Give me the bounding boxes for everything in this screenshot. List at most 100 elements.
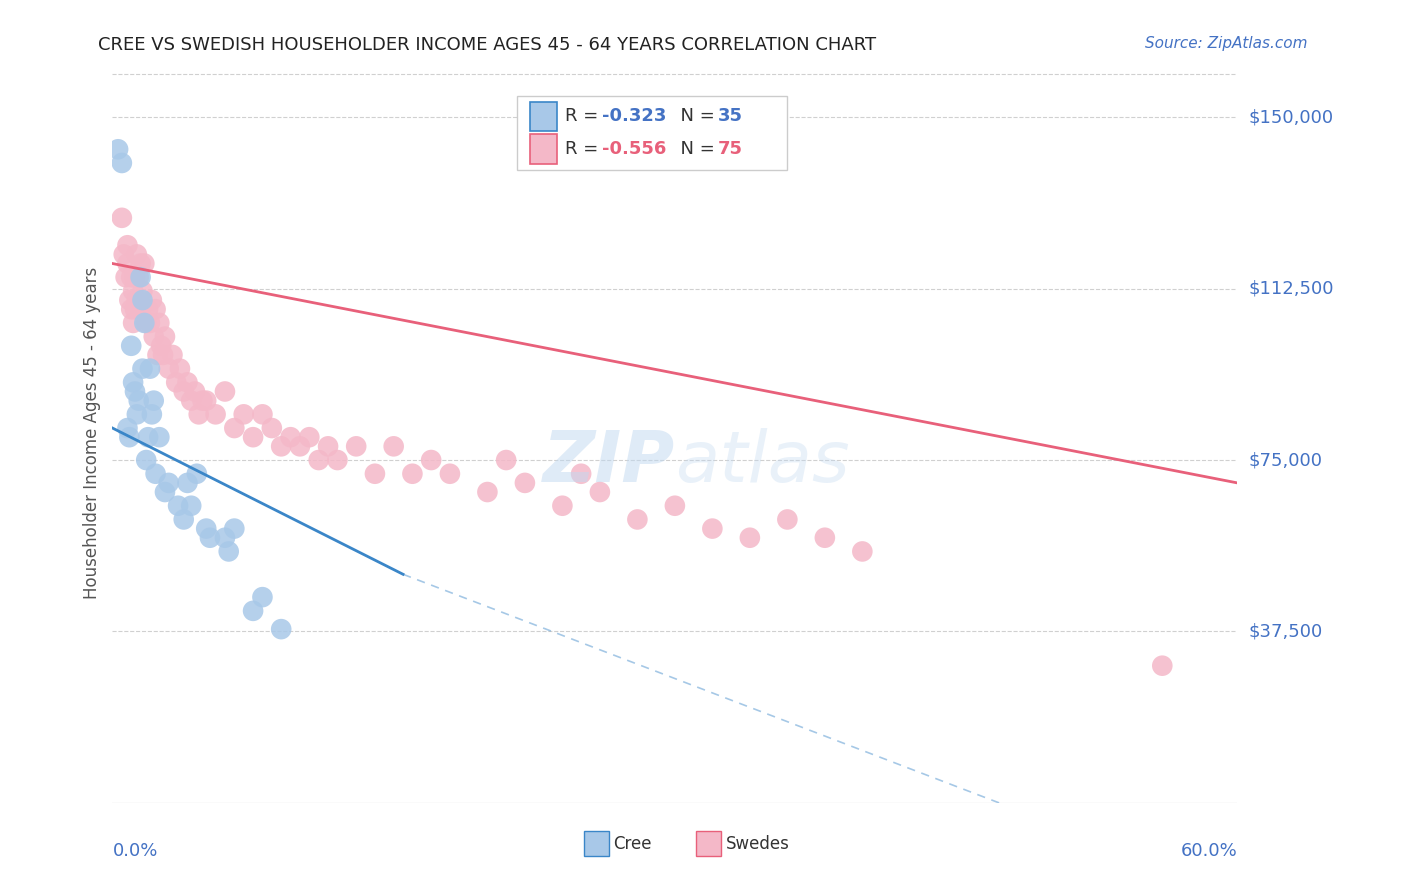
Text: 0.0%: 0.0%: [112, 842, 157, 860]
Point: [167, 499, 190, 513]
Text: 60.0%: 60.0%: [1181, 842, 1237, 860]
Point: [186, 467, 208, 481]
Point: [152, 348, 174, 362]
Point: [176, 376, 198, 390]
Point: [477, 485, 499, 500]
Point: [111, 156, 134, 170]
Point: [702, 522, 724, 536]
Point: [134, 316, 156, 330]
Point: [814, 531, 837, 545]
Point: [136, 430, 159, 444]
Point: [124, 302, 146, 317]
Text: -0.556: -0.556: [602, 140, 666, 158]
Point: [195, 522, 218, 536]
Point: [122, 284, 145, 298]
Point: [162, 348, 184, 362]
Point: [242, 604, 264, 618]
Point: [131, 284, 153, 298]
Text: Source: ZipAtlas.com: Source: ZipAtlas.com: [1144, 36, 1308, 51]
Point: [129, 270, 152, 285]
Text: 75: 75: [717, 140, 742, 158]
Point: [851, 544, 873, 558]
Point: [401, 467, 423, 481]
Point: [124, 270, 146, 285]
Point: [187, 408, 209, 422]
Point: [112, 247, 135, 261]
Point: [157, 361, 180, 376]
Point: [218, 544, 240, 558]
Point: [128, 393, 150, 408]
Text: R =: R =: [565, 108, 603, 126]
Point: [420, 453, 443, 467]
FancyBboxPatch shape: [583, 831, 609, 856]
Text: $112,500: $112,500: [1249, 280, 1334, 298]
Point: [148, 316, 170, 330]
Point: [139, 361, 162, 376]
Point: [114, 270, 136, 285]
Point: [118, 293, 141, 307]
Point: [184, 384, 207, 399]
Point: [204, 408, 226, 422]
Point: [270, 439, 292, 453]
Point: [153, 485, 176, 500]
Point: [120, 270, 142, 285]
Point: [173, 384, 195, 399]
Point: [125, 247, 148, 261]
Point: [195, 393, 218, 408]
FancyBboxPatch shape: [530, 135, 557, 164]
Text: $75,000: $75,000: [1249, 451, 1323, 469]
Point: [122, 316, 145, 330]
Point: [150, 339, 173, 353]
Point: [180, 393, 202, 408]
Point: [344, 439, 367, 453]
Point: [131, 361, 153, 376]
Point: [569, 467, 592, 481]
Point: [146, 348, 169, 362]
FancyBboxPatch shape: [517, 95, 787, 169]
Point: [214, 531, 236, 545]
Point: [288, 439, 311, 453]
Point: [169, 361, 191, 376]
Point: [117, 256, 139, 270]
Text: Cree: Cree: [613, 835, 651, 853]
Point: [224, 421, 246, 435]
Point: [776, 512, 799, 526]
Point: [148, 430, 170, 444]
Point: [141, 293, 163, 307]
Point: [157, 475, 180, 490]
Point: [513, 475, 536, 490]
Point: [125, 408, 148, 422]
Text: atlas: atlas: [675, 428, 849, 497]
Point: [364, 467, 387, 481]
Point: [232, 408, 254, 422]
Point: [298, 430, 321, 444]
Point: [252, 408, 274, 422]
Point: [139, 316, 162, 330]
Point: [124, 384, 146, 399]
Point: [129, 256, 152, 270]
Text: R =: R =: [565, 140, 603, 158]
Y-axis label: Householder Income Ages 45 - 64 years: Householder Income Ages 45 - 64 years: [83, 267, 101, 599]
Point: [142, 393, 165, 408]
Point: [326, 453, 349, 467]
Point: [738, 531, 761, 545]
Point: [280, 430, 302, 444]
Point: [118, 430, 141, 444]
Point: [551, 499, 574, 513]
Point: [135, 453, 157, 467]
Point: [128, 270, 150, 285]
Point: [316, 439, 339, 453]
Point: [626, 512, 648, 526]
Point: [120, 302, 142, 317]
Point: [142, 329, 165, 343]
Point: [439, 467, 461, 481]
Point: [176, 475, 198, 490]
Point: [125, 293, 148, 307]
Point: [107, 142, 129, 156]
Text: CREE VS SWEDISH HOUSEHOLDER INCOME AGES 45 - 64 YEARS CORRELATION CHART: CREE VS SWEDISH HOUSEHOLDER INCOME AGES …: [98, 36, 876, 54]
Point: [135, 316, 157, 330]
Point: [382, 439, 405, 453]
Point: [145, 302, 167, 317]
Text: N =: N =: [669, 140, 721, 158]
Point: [117, 421, 139, 435]
